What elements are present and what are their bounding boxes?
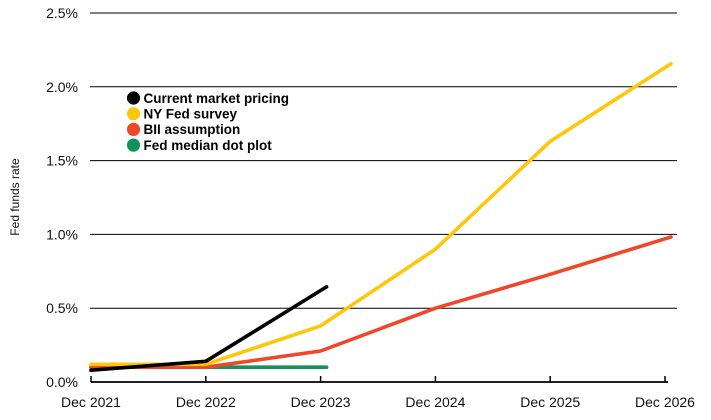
y-tick-label: 2.5%: [46, 5, 78, 21]
legend-label-ny-fed-survey: NY Fed survey: [144, 107, 238, 122]
x-tick-label: Dec 2026: [635, 394, 695, 410]
y-tick-label: 2.0%: [46, 79, 78, 95]
x-tick-label: Dec 2024: [405, 394, 465, 410]
legend-dot-bii-assumption: [126, 122, 141, 136]
x-tick-label: Dec 2021: [61, 394, 121, 410]
series-line-ny-fed-survey: [89, 61, 673, 367]
y-axis-title: Fed funds rate: [8, 158, 22, 236]
y-tick-label: 0.5%: [46, 300, 78, 316]
legend-dot-current-market-pricing: [126, 91, 141, 105]
y-tick-label: 1.0%: [46, 226, 78, 242]
y-tick-label: 0.0%: [46, 374, 78, 390]
y-tick-label: 1.5%: [46, 153, 78, 169]
legend-dot-ny-fed-survey: [126, 107, 141, 121]
x-tick-label: Dec 2022: [176, 394, 236, 410]
legend-dot-fed-median-dot-plot: [126, 138, 141, 152]
series-line-current-market-pricing: [89, 284, 329, 373]
series-line-bii-assumption: [89, 235, 673, 370]
x-tick-label: Dec 2023: [291, 394, 351, 410]
legend-label-fed-median-dot-plot: Fed median dot plot: [144, 138, 273, 153]
legend-label-bii-assumption: BII assumption: [144, 122, 241, 137]
x-tick-label: Dec 2025: [520, 394, 580, 410]
legend-label-current-market-pricing: Current market pricing: [144, 91, 290, 106]
